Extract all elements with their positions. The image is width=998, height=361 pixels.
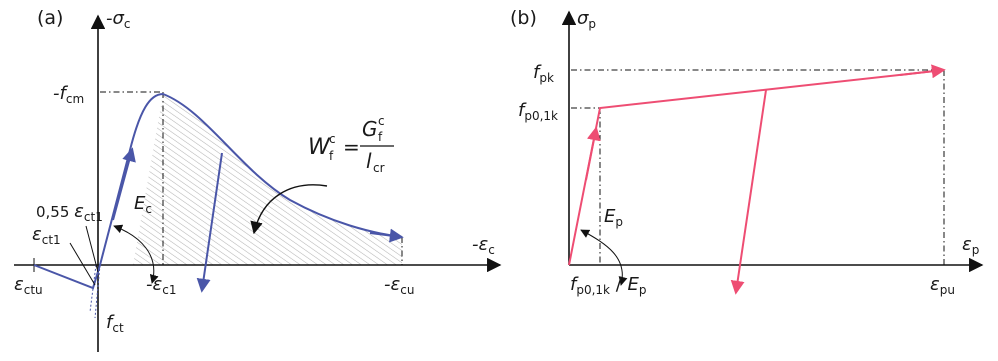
axis-label-eps-c: -εc [472,234,495,257]
hardening-arrow [899,64,946,79]
Ep-modulus-arc [580,229,628,286]
label-fp01k-over-Ep: fp0,1k / Ep [570,274,647,297]
svg-text:l: l [366,149,372,173]
formula-pointer-arrow [250,184,328,235]
label-ecu: -εcu [384,274,414,297]
label-Ep: Ep [604,206,623,229]
panel-b: (b) σp fpk fp0,1k Ep fp0,1k / Ep εpu εp [510,7,984,297]
axis-label-eps-p: εp [962,234,979,257]
prestressing-steel-curve [568,69,945,266]
panel-b-tag: (b) [510,7,537,29]
axis-label-sigma-p: σp [577,8,596,31]
label-fct: fct [106,312,124,335]
elastic-loading-arrow [585,126,601,181]
Ec-modulus-arc [113,224,159,284]
leader-ect1 [69,242,96,286]
unloading-arrow-b [730,89,767,295]
label-ectu: εctu [14,274,43,297]
label-ec1: -εc1 [146,274,176,297]
label-epu: εpu [930,274,955,297]
label-fcm: -fcm [53,83,84,106]
svg-text:=: = [343,135,360,159]
panel-a: (a) -σc -fcm Ec 0,55 εct1 εct1 εctu fct [14,7,502,352]
label-055ect1: 0,55 εct1 [36,201,103,224]
svg-text:c: c [378,114,385,128]
fracture-energy-area [133,94,402,265]
label-fpk: fpk [533,62,554,85]
tension-dash-2 [94,264,101,319]
initial-loading-arrow [112,147,136,221]
concrete-stress-strain-curve [33,92,403,290]
softening-arrow [369,228,404,243]
label-Ec: Ec [134,193,152,216]
svg-text:cr: cr [373,161,385,175]
unloading-arrow-a [196,152,223,293]
label-ect1: εct1 [32,224,61,247]
fracture-energy-formula: W c f = G c f l cr [308,114,394,175]
panel-a-tag: (a) [37,7,63,29]
leader-055ect1 [85,225,99,273]
svg-text:f: f [378,130,383,144]
svg-text:c: c [329,132,336,146]
svg-text:W: W [308,135,331,160]
label-fp01k: fp0,1k [518,100,558,123]
axis-label-sigma-c: -σc [106,8,131,31]
svg-text:f: f [329,149,334,163]
svg-text:G: G [362,117,378,141]
